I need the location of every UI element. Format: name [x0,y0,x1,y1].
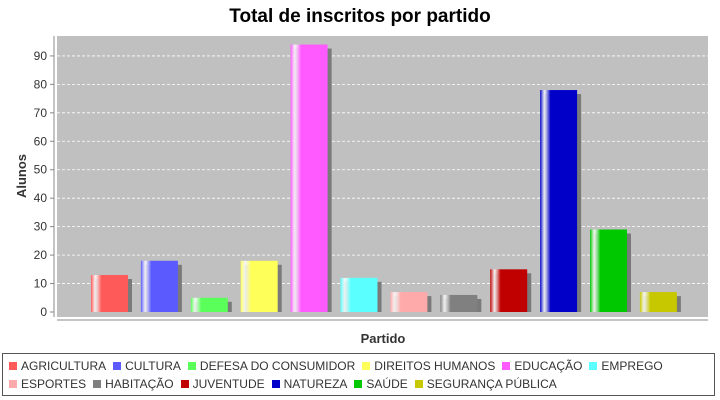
legend-swatch [362,362,371,370]
y-tick-label: 80 [34,77,48,91]
legend-label: ESPORTES [21,377,87,391]
legend-label: NATUREZA [283,377,348,391]
legend-swatch [502,362,511,370]
legend-label: EDUCAÇÃO [514,359,583,373]
bar-defesa-do-consumidor [190,297,228,312]
legend-item: CULTURA [113,357,181,375]
y-axis-title: Alunos [14,154,29,198]
bar-educação [290,44,328,313]
x-axis-title: Partido [361,331,406,346]
legend-item: DEFESA DO CONSUMIDOR [187,357,356,375]
y-tick-label: 30 [34,220,48,234]
bar-agricultura [91,275,128,312]
bar-esportes [390,292,428,312]
bars [91,44,681,313]
legend-label: EMPREGO [601,359,663,373]
bar-segurança-pública [639,292,677,312]
legend-label: SEGURANÇA PÚBLICA [426,377,557,391]
y-tick-label: 70 [34,106,48,120]
legend-item: SEGURANÇA PÚBLICA [414,375,557,393]
legend-label: HABITAÇÃO [105,377,174,391]
legend-swatch [354,380,363,388]
legend-item: AGRICULTURA [9,357,106,375]
legend-item: EDUCAÇÃO [502,357,582,375]
legend-swatch [9,362,17,370]
legend-item: SAÚDE [354,375,408,393]
legend-label: DIREITOS HUMANOS [374,359,496,373]
legend-swatch [589,362,598,370]
legend-swatch [187,362,196,370]
y-tick-label: 60 [34,134,48,148]
legend-item: ESPORTES [9,375,86,393]
bar-chart: Total de inscritos por partido 0 10 20 30 40… [14,6,708,346]
chart-title: Total de inscritos por partido [229,6,490,27]
legend-label: DEFESA DO CONSUMIDOR [199,359,356,373]
legend-label: JUVENTUDE [192,377,265,391]
legend-label: CULTURA [125,359,181,373]
y-tick-label: 50 [34,163,48,177]
legend-item: JUVENTUDE [180,375,265,393]
legend-swatch [113,362,122,370]
y-tick-label: 20 [34,248,48,262]
legend-swatch [180,380,189,388]
bar-direitos-humanos [240,260,278,312]
bar-habitação [440,294,478,312]
legend-label: AGRICULTURA [21,359,107,373]
y-tick-label: 40 [34,191,48,205]
bar-natureza [540,90,578,312]
legend-swatch [93,380,102,388]
legend-swatch [414,380,423,388]
legend-swatch [9,380,17,388]
y-tick-label: 10 [34,277,48,291]
legend-item: EMPREGO [589,357,663,375]
legend: AGRICULTURA CULTURA DEFESA DO CONSUMIDOR DI… [2,353,715,396]
y-tick-label: 90 [34,49,48,63]
legend-label: SAÚDE [366,377,408,391]
legend-item: NATUREZA [271,375,348,393]
bar-saúde [590,229,627,312]
legend-item: DIREITOS HUMANOS [362,357,495,375]
bar-juventude [490,269,528,312]
bar-emprego [340,277,378,312]
legend-swatch [271,380,280,388]
legend-item: HABITAÇÃO [93,375,174,393]
bar-cultura [140,260,178,312]
y-axis-ticks: 0 10 20 30 40 50 60 70 80 90 [34,49,54,319]
y-tick-label: 0 [40,305,47,319]
